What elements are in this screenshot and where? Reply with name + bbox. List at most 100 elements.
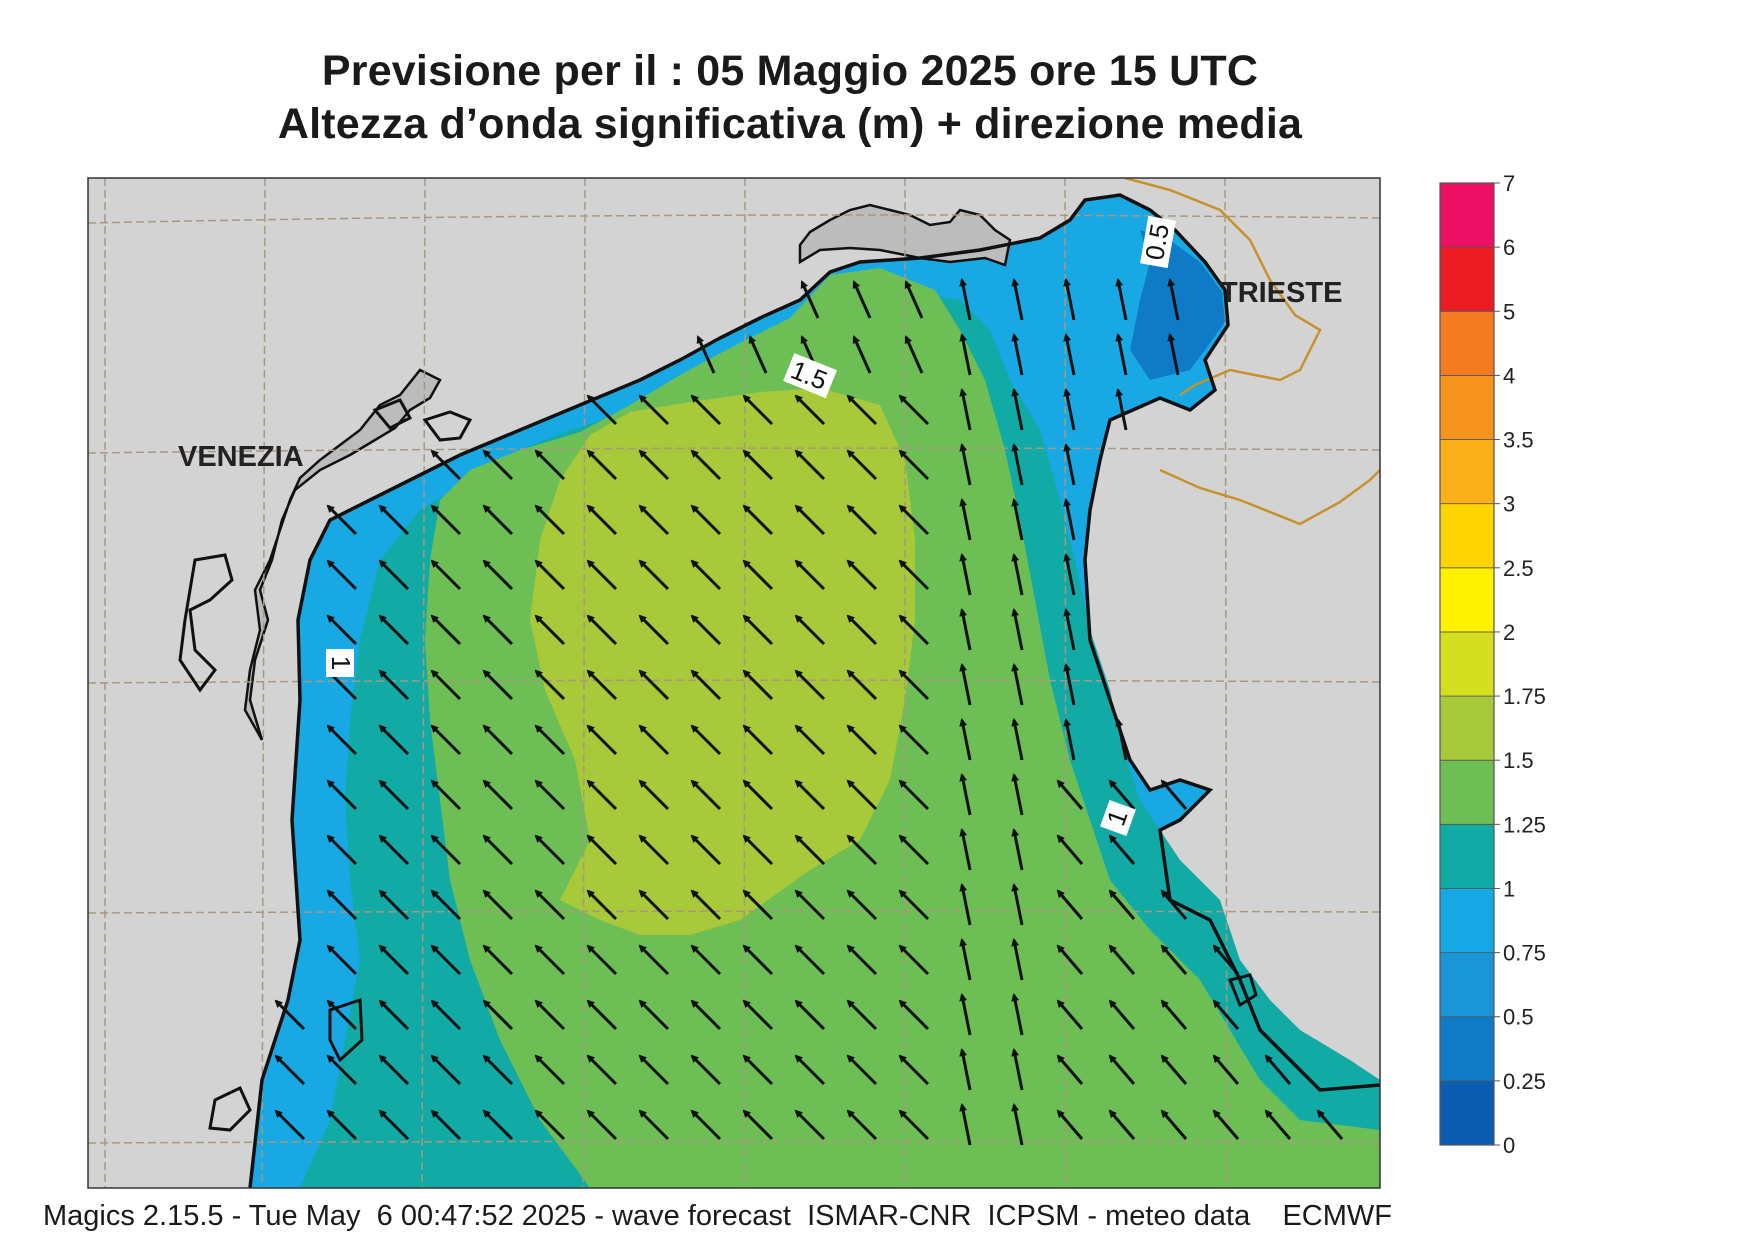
- wave-direction-arrow: [690, 1109, 722, 1141]
- wave-direction-arrow: [430, 834, 462, 866]
- wave-direction-arrow: [794, 504, 826, 536]
- city-label-trieste: TRIESTE: [1220, 277, 1342, 309]
- map-frame: [87, 177, 1381, 1189]
- wave-direction-arrow: [846, 1109, 878, 1141]
- wave-direction-arrow: [326, 1109, 358, 1141]
- legend-tick-label: 3: [1503, 492, 1515, 517]
- wave-direction-arrow: [742, 999, 774, 1031]
- wave-direction-arrow: [904, 335, 924, 374]
- legend-tick-label: 7: [1503, 171, 1515, 196]
- wave-direction-arrow: [586, 944, 618, 976]
- wave-direction-arrow: [638, 614, 670, 646]
- wave-direction-arrow: [959, 773, 972, 816]
- wave-direction-arrow: [1108, 779, 1136, 810]
- wave-direction-arrow: [742, 834, 774, 866]
- legend-color-box: [1439, 1080, 1495, 1146]
- wave-direction-arrow: [1160, 944, 1188, 975]
- city-label-venezia: VENEZIA: [178, 441, 304, 473]
- wave-direction-arrow: [430, 449, 462, 481]
- wave-direction-arrow: [1011, 718, 1024, 761]
- contour-label-0-5: 0.5: [1139, 221, 1175, 262]
- wave-direction-arrow: [378, 559, 410, 591]
- wave-direction-arrow: [534, 614, 566, 646]
- wave-direction-arrow: [742, 394, 774, 426]
- wave-direction-arrow: [1160, 1054, 1188, 1085]
- legend-tick-label: 2: [1503, 620, 1515, 645]
- wave-direction-arrow: [1063, 718, 1076, 761]
- wave-direction-arrow: [1011, 938, 1024, 981]
- wave-direction-arrow: [1108, 1109, 1136, 1140]
- wave-direction-arrow: [1212, 944, 1240, 975]
- legend-color-box: [1439, 439, 1495, 505]
- wave-direction-arrow: [959, 333, 972, 376]
- legend-color-box: [1439, 374, 1495, 440]
- wave-direction-arrow: [1212, 1054, 1240, 1085]
- wave-direction-arrow: [1011, 883, 1024, 926]
- legend-color-box: [1439, 1016, 1495, 1082]
- wave-direction-arrow: [378, 944, 410, 976]
- wave-direction-arrow: [742, 559, 774, 591]
- wave-direction-arrow: [482, 999, 514, 1031]
- wave-direction-arrow: [742, 449, 774, 481]
- wave-direction-arrow: [898, 1109, 930, 1141]
- wave-direction-arrow: [482, 559, 514, 591]
- wave-direction-arrow: [959, 938, 972, 981]
- grado-lagoon: [798, 203, 1012, 267]
- wave-direction-arrow: [638, 999, 670, 1031]
- wave-direction-arrow: [959, 828, 972, 871]
- wave-direction-arrow: [326, 614, 358, 646]
- legend-tick-label: 1.25: [1503, 812, 1546, 837]
- wave-direction-arrow: [1056, 999, 1084, 1030]
- wave-direction-arrow: [638, 669, 670, 701]
- wave-direction-arrow: [326, 999, 358, 1031]
- wave-direction-arrow: [326, 944, 358, 976]
- wave-direction-arrow: [534, 834, 566, 866]
- wave-direction-arrow: [690, 1054, 722, 1086]
- contour-label-1-west: 1: [326, 656, 356, 670]
- wave-direction-arrow: [959, 388, 972, 431]
- wave-direction-arrow: [794, 1054, 826, 1086]
- wave-direction-arrow: [326, 1054, 358, 1086]
- wave-direction-arrow: [586, 1054, 618, 1086]
- wave-direction-arrow: [690, 504, 722, 536]
- wave-direction-arrow: [959, 278, 972, 321]
- wave-direction-arrow: [534, 889, 566, 921]
- wave-direction-arrow: [638, 559, 670, 591]
- wave-direction-arrow: [1108, 944, 1136, 975]
- wave-direction-arrow: [1160, 779, 1188, 810]
- wave-direction-arrow: [326, 724, 358, 756]
- wave-direction-arrow: [852, 335, 872, 374]
- wave-direction-arrow: [1063, 278, 1076, 321]
- wave-direction-arrow: [690, 724, 722, 756]
- wave-direction-arrow: [959, 1048, 972, 1091]
- wave-direction-arrow: [1011, 443, 1024, 486]
- wave-direction-arrow: [378, 1109, 410, 1141]
- wave-direction-arrow: [1011, 828, 1024, 871]
- wave-direction-arrow: [959, 993, 972, 1036]
- wave-direction-arrow: [1011, 663, 1024, 706]
- coastline: [248, 193, 1380, 1188]
- wave-direction-arrow: [959, 1103, 972, 1146]
- wave-direction-arrow: [1011, 773, 1024, 816]
- wave-direction-arrow: [1160, 889, 1188, 920]
- wave-direction-arrow: [794, 834, 826, 866]
- wave-direction-arrow: [430, 724, 462, 756]
- wave-direction-arrow: [1056, 944, 1084, 975]
- wave-direction-arrow: [800, 280, 820, 319]
- wave-direction-arrow: [1056, 1054, 1084, 1085]
- wave-direction-arrow: [1264, 1054, 1292, 1085]
- wave-direction-arrow: [742, 1054, 774, 1086]
- wave-direction-arrow: [959, 498, 972, 541]
- wave-direction-arrow: [1063, 498, 1076, 541]
- wave-direction-arrow: [1264, 1109, 1292, 1140]
- wave-direction-arrow: [1115, 333, 1128, 376]
- wave-direction-arrow: [534, 779, 566, 811]
- wave-direction-arrow: [638, 724, 670, 756]
- wave-direction-arrow: [586, 724, 618, 756]
- wave-direction-arrow: [534, 1109, 566, 1141]
- wave-direction-arrow: [534, 449, 566, 481]
- wave-direction-arrow: [378, 834, 410, 866]
- wave-direction-arrow: [846, 669, 878, 701]
- wave-direction-arrow: [586, 394, 618, 426]
